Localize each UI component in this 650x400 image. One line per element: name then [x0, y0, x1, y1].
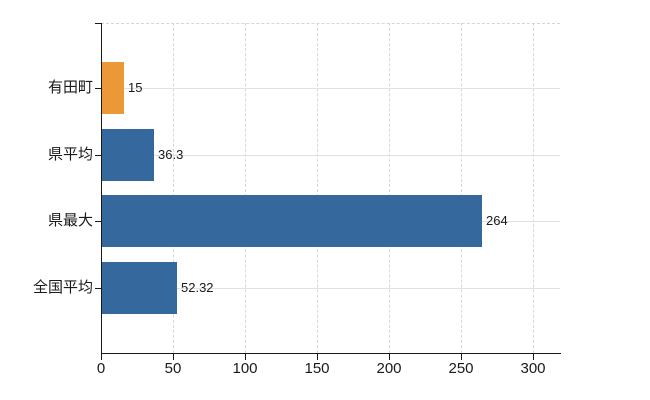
bar-value-label: 264	[486, 213, 508, 228]
plot-top-border	[101, 23, 560, 24]
bar-value-label: 52.32	[181, 280, 214, 295]
bar	[102, 62, 124, 114]
x-tick-label: 50	[164, 360, 182, 377]
x-gridline	[245, 23, 246, 353]
x-tick-label: 250	[448, 360, 474, 377]
y-axis-tick	[95, 288, 101, 289]
y-axis-top-tick	[95, 23, 101, 24]
x-tick-label: 200	[376, 360, 402, 377]
x-gridline	[317, 23, 318, 353]
y-gridline	[101, 155, 560, 156]
x-axis-tick	[173, 354, 174, 360]
category-label: 全国平均	[32, 279, 93, 296]
x-axis-tick	[461, 354, 462, 360]
y-axis-line	[101, 23, 102, 353]
category-label: 有田町	[47, 79, 93, 96]
bar-value-label: 36.3	[158, 147, 184, 162]
x-axis-line	[101, 353, 561, 354]
x-tick-label: 150	[304, 360, 330, 377]
y-gridline	[101, 288, 560, 289]
y-axis-tick	[95, 88, 101, 89]
x-axis-tick	[389, 354, 390, 360]
x-axis-tick	[317, 354, 318, 360]
bar	[102, 195, 482, 247]
bar	[102, 262, 177, 314]
bar	[102, 129, 154, 181]
y-axis-tick	[95, 221, 101, 222]
y-axis-tick	[95, 155, 101, 156]
x-gridline	[461, 23, 462, 353]
x-gridline	[173, 23, 174, 353]
x-tick-label: 0	[96, 360, 106, 377]
bar-value-label: 15	[128, 80, 143, 95]
x-gridline	[389, 23, 390, 353]
x-axis-tick	[533, 354, 534, 360]
x-axis-tick	[101, 354, 102, 360]
category-label: 県最大	[47, 212, 93, 229]
x-gridline	[533, 23, 534, 353]
x-tick-label: 300	[520, 360, 546, 377]
x-axis-tick	[245, 354, 246, 360]
x-tick-label: 100	[232, 360, 258, 377]
y-gridline	[101, 88, 560, 89]
category-label: 県平均	[47, 146, 93, 163]
